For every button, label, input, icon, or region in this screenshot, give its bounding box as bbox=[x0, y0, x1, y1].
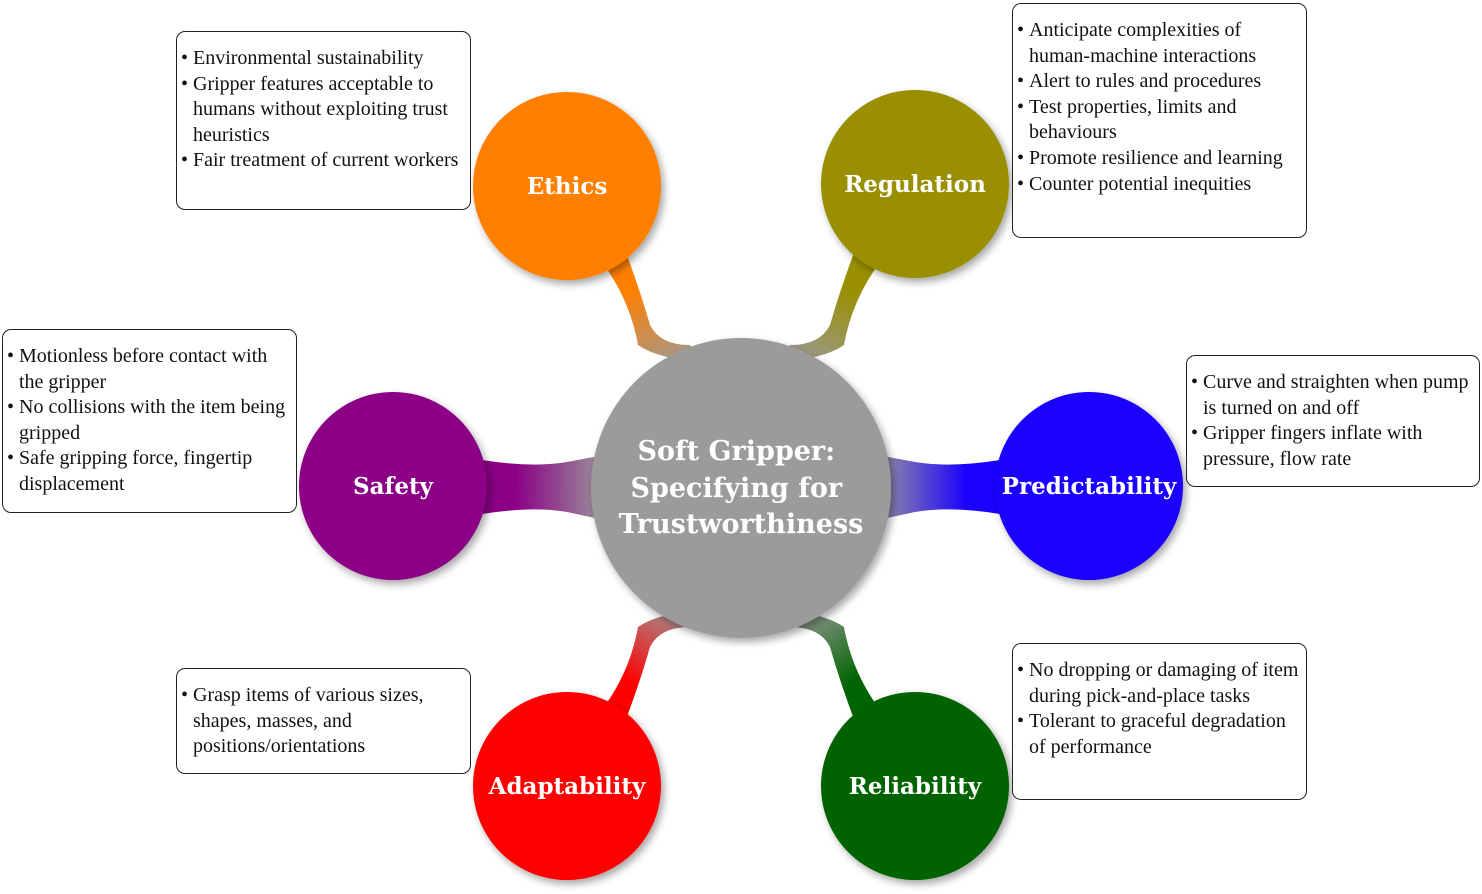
predictability-circle bbox=[995, 392, 1183, 580]
regulation-notes: Anticipate complexities of human-machine… bbox=[1012, 3, 1307, 238]
connector-predictability bbox=[878, 455, 1000, 520]
ethics-notes: Environmental sustainability Gripper fea… bbox=[176, 31, 471, 210]
hub-title-line: Trustworthiness bbox=[619, 509, 864, 540]
safety-note-item: Safe gripping force, fingertip displacem… bbox=[7, 446, 290, 497]
hub: Soft Gripper: Specifying for Trustworthi… bbox=[591, 338, 891, 638]
node-regulation: Regulation bbox=[821, 90, 1009, 278]
ethics-label: Ethics bbox=[527, 173, 608, 200]
regulation-label: Regulation bbox=[844, 171, 986, 198]
ethics-note-item: Environmental sustainability bbox=[181, 46, 464, 72]
safety-note-item: No collisions with the item being grippe… bbox=[7, 395, 290, 446]
svg-text:Soft Gripper: Specifying: Soft Gripper: Specifying for Trustworthi… bbox=[619, 436, 864, 540]
reliability-notes: No dropping or damaging of item during p… bbox=[1012, 643, 1307, 800]
node-adaptability: Adaptability bbox=[473, 692, 661, 880]
connector-ethics bbox=[602, 250, 700, 360]
regulation-circle bbox=[821, 90, 1009, 278]
node-reliability: Reliability bbox=[821, 692, 1009, 880]
connector-regulation bbox=[782, 250, 880, 360]
node-safety: Safety bbox=[299, 392, 487, 580]
reliability-circle bbox=[821, 692, 1009, 880]
safety-note-item: Motionless before contact with the gripp… bbox=[7, 344, 290, 395]
regulation-note-item: Anticipate complexities of human-machine… bbox=[1017, 18, 1300, 69]
hub-title-line: Soft Gripper: bbox=[637, 436, 835, 467]
reliability-note-item: Tolerant to graceful degradation of perf… bbox=[1017, 709, 1300, 760]
connector-safety bbox=[482, 455, 604, 520]
adaptability-circle bbox=[473, 692, 661, 880]
regulation-note-item: Promote resilience and learning bbox=[1017, 146, 1300, 172]
node-ethics: Ethics bbox=[473, 92, 661, 280]
adaptability-note-item: Grasp items of various sizes, shapes, ma… bbox=[181, 683, 464, 760]
connector-adaptability bbox=[602, 612, 700, 722]
regulation-note-item: Test properties, limits and behaviours bbox=[1017, 95, 1300, 146]
safety-label: Safety bbox=[353, 473, 434, 500]
ethics-note-item: Fair treatment of current workers bbox=[181, 148, 464, 174]
predictability-label: Predictability bbox=[1002, 473, 1177, 500]
adaptability-label: Adaptability bbox=[488, 773, 646, 800]
ethics-note-item: Gripper features acceptable to humans wi… bbox=[181, 72, 464, 149]
connectors bbox=[482, 250, 1000, 722]
predictability-notes: Curve and straighten when pump is turned… bbox=[1186, 355, 1480, 487]
regulation-note-item: Counter potential inequities bbox=[1017, 172, 1300, 198]
hub-circle bbox=[591, 338, 891, 638]
safety-circle bbox=[299, 392, 487, 580]
safety-notes: Motionless before contact with the gripp… bbox=[2, 329, 297, 513]
reliability-label: Reliability bbox=[849, 773, 982, 800]
hub-title-line: Specifying for bbox=[631, 473, 843, 504]
regulation-note-item: Alert to rules and procedures bbox=[1017, 69, 1300, 95]
predictability-note-item: Gripper fingers inflate with pressure, f… bbox=[1191, 421, 1473, 472]
connector-reliability bbox=[782, 612, 880, 722]
node-predictability: Predictability bbox=[995, 392, 1183, 580]
reliability-note-item: No dropping or damaging of item during p… bbox=[1017, 658, 1300, 709]
adaptability-notes: Grasp items of various sizes, shapes, ma… bbox=[176, 668, 471, 774]
ethics-circle bbox=[473, 92, 661, 280]
predictability-note-item: Curve and straighten when pump is turned… bbox=[1191, 370, 1473, 421]
